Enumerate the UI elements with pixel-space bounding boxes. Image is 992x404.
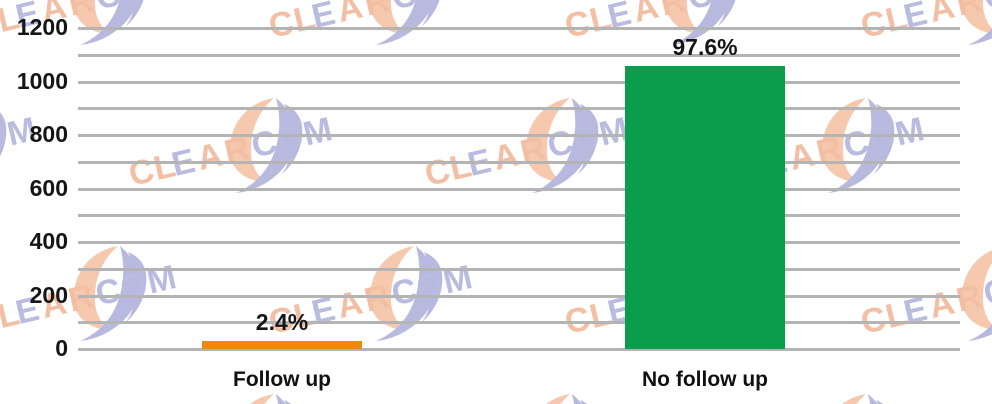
bar-value-label: 2.4% <box>255 308 309 335</box>
y-axis-tick-label: 1200 <box>16 14 68 40</box>
y-axis-tick-label: 1000 <box>16 67 68 94</box>
y-axis-tick-label: 600 <box>29 174 68 201</box>
y-axis-tick-label: 200 <box>29 281 68 308</box>
y-axis: 0 200 400 600 800 1000 1200 <box>0 0 76 404</box>
x-axis-category-label: Follow up <box>233 368 331 391</box>
bar-value-label: 97.6% <box>672 33 738 60</box>
y-axis-tick-label: 800 <box>29 121 68 147</box>
bar-follow-up[interactable] <box>202 340 362 349</box>
x-axis-category-label: No follow up <box>642 368 768 391</box>
bar-no-follow-up[interactable] <box>625 65 785 349</box>
y-axis-tick-label: 0 <box>55 335 68 361</box>
y-axis-tick-label: 400 <box>29 228 68 254</box>
